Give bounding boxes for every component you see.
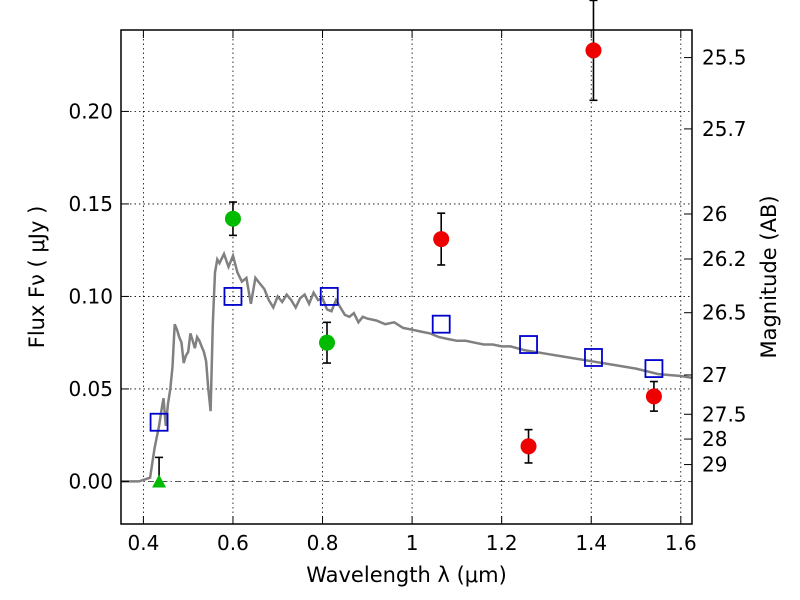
model-flux-square [519,335,538,354]
mag-tick-label: 26.5 [702,301,747,325]
x-axis-label: Wavelength λ (μm) [306,563,507,587]
green-data-point [319,334,336,351]
green-data-point [224,210,241,227]
mag-tick-label: 28 [702,427,727,451]
red-data-point [520,438,537,455]
mag-tick-label: 27.5 [702,402,747,426]
data-marks [149,0,664,488]
red-data-point [433,231,450,248]
x-tick-label: 0.8 [307,531,339,555]
red-data-point [585,42,602,59]
x-tick-label: 1.2 [486,531,518,555]
model-flux-square [149,412,169,432]
model-flux-square [223,287,243,306]
mag-tick-label: 26.2 [702,247,747,271]
model-flux-square [431,314,451,334]
y-tick-label: 0.00 [68,469,113,493]
mag-tick-label: 25.7 [702,117,747,141]
mag-tick-label: 27 [702,363,727,387]
y-tick-label: 0.15 [68,192,113,216]
y-tick-label: 0.20 [68,99,113,123]
upper-limit-triangle [152,474,167,488]
y-tick-label: 0.05 [68,377,113,401]
axis-ticks: 0.4 0.6 0.8 1 1.2 1.4 1.6 0.00 0.05 0.10 0.15 0.20 2… [68,30,747,555]
x-tick-label: 1.6 [665,531,697,555]
grid-lines [121,30,692,524]
red-data-point [645,388,662,405]
x-tick-label: 1 [406,531,419,555]
mag-tick-label: 29 [702,453,727,477]
x-tick-label: 1.4 [575,531,607,555]
model-flux-square [584,348,603,367]
plot-frame [120,29,693,525]
model-flux-square [644,359,664,378]
x-tick-label: 0.6 [217,531,249,555]
y-axis-label: Flux Fν ( μJy ) [25,206,49,349]
x-tick-label: 0.4 [127,531,159,555]
y-tick-label: 0.10 [68,284,113,308]
mag-tick-label: 26 [702,202,727,226]
model-spectrum-line [121,250,693,483]
mag-tick-label: 25.5 [702,46,747,70]
model-flux-square [319,287,339,306]
y2-axis-label: Magnitude (AB) [757,195,781,358]
